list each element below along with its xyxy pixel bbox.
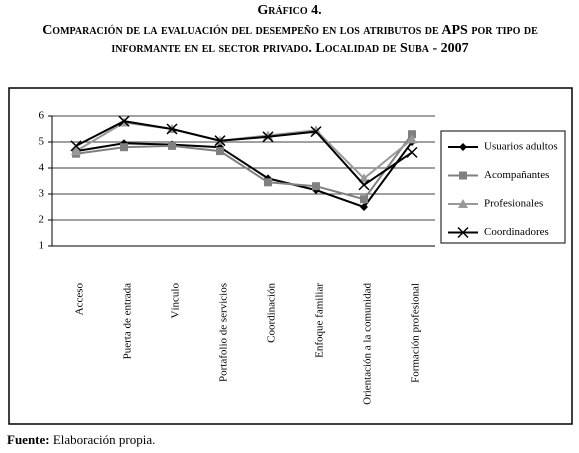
source-text: Elaboración propia. [52,432,156,447]
marker [406,146,418,158]
marker [407,134,417,144]
marker [166,123,178,135]
marker [310,126,322,138]
x-tick-label: Acceso [74,283,86,316]
marker [360,195,368,204]
legend-label: Acompañantes [484,169,549,181]
marker [168,141,176,150]
legend-label: Profesionales [484,198,543,210]
series-line [75,133,413,201]
legend-marker [457,226,469,239]
x-tick-label: Orientación a la comunidad [362,283,374,405]
chart-border [8,87,573,425]
y-tick-label: 2 [39,214,45,226]
x-tick-label: Formación profesional [410,283,422,383]
legend-label: Coordinadores [484,226,549,238]
legend-box [440,130,566,244]
x-tick-label: Puerta de entrada [122,283,134,359]
x-tick-label: Portafolio de servicios [218,283,230,382]
marker [408,130,416,139]
y-tick-label: 5 [39,136,45,148]
marker [118,115,130,127]
legend-marker [459,143,467,151]
y-tick-label: 6 [39,110,45,122]
marker [312,182,320,191]
marker [262,131,274,143]
marker [214,135,226,147]
source-label: Fuente: [7,432,50,447]
legend-label: Usuarios adultos [484,141,558,153]
chart-label: Gráfico 4. [257,3,322,18]
marker [71,146,81,156]
legend-marker [458,199,468,208]
source: Fuente: Elaboración propia. [7,432,155,448]
x-tick-label: Enfoque familiar [314,283,326,358]
y-tick-label: 3 [39,188,45,200]
marker [358,179,370,191]
series-line [75,120,413,187]
legend-marker [459,171,467,180]
series-line [75,141,413,209]
chart-title: Comparación de la evaluación del desempe… [42,23,538,56]
marker [70,140,82,152]
x-tick-label: Coordinación [266,283,278,343]
marker [360,203,368,211]
y-tick-label: 1 [39,240,45,252]
marker [216,147,224,156]
marker [120,143,128,152]
x-tick-label: Vínculo [170,283,182,319]
marker [359,173,369,183]
marker [264,178,272,187]
y-tick-label: 4 [39,162,45,174]
